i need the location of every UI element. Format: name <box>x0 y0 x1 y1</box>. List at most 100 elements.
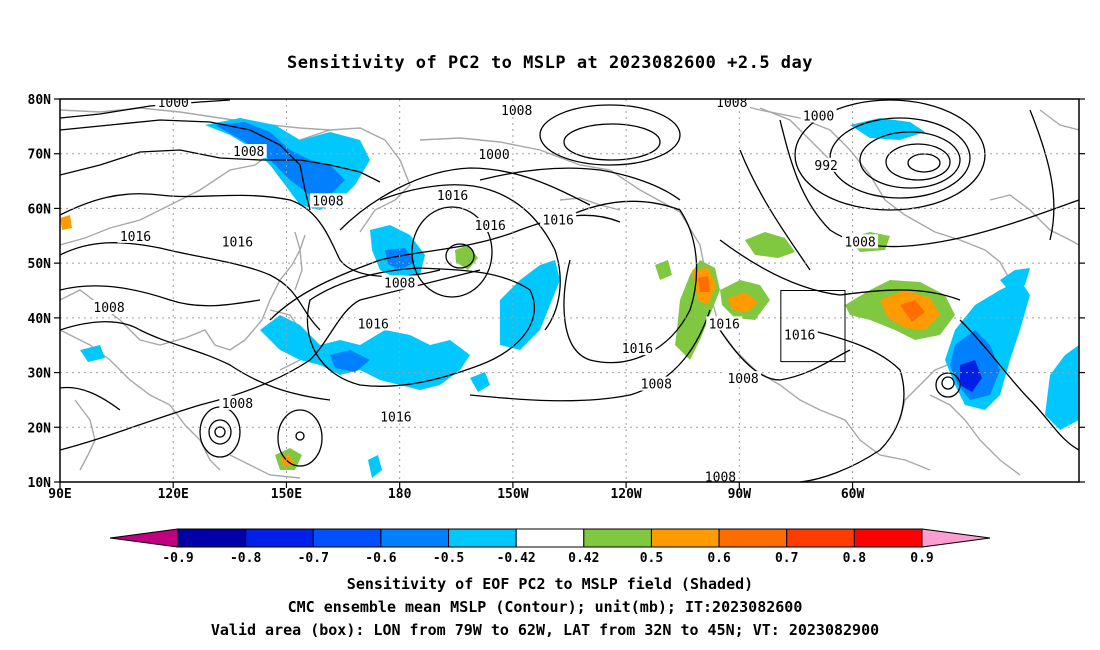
contour-label: 1008 <box>844 235 875 250</box>
longitude-labels: 90E 120E 150E 180 150W 120W 90W 60W <box>48 487 864 502</box>
contour-label-bg <box>230 144 267 159</box>
contour-label: 1008 <box>384 276 415 291</box>
map-frame <box>59 98 1080 483</box>
latitude-labels: 10N 20N 30N 40N 50N 60N 70N 80N <box>28 93 52 491</box>
colorbar: -0.9 -0.8 -0.7 -0.6 -0.5 -0.42 0.42 0.5 0.6 0.7 0.… <box>109 528 991 566</box>
colorbar-swatch <box>650 528 720 548</box>
colorbar-label: -0.9 <box>162 551 193 566</box>
contour-label: 1016 <box>222 235 253 250</box>
shade-positive <box>728 292 758 312</box>
lon-tick-label: 150W <box>497 487 528 502</box>
shade-negative <box>470 372 490 392</box>
contour-label-bg <box>472 217 509 232</box>
contour-label: 1008 <box>727 372 758 387</box>
contour-label-bg <box>713 99 750 109</box>
contour-label: 1016 <box>622 342 653 357</box>
lat-lon-grid <box>60 99 1079 482</box>
contour-label-bg <box>309 193 346 208</box>
lat-tick-label: 50N <box>28 257 52 272</box>
contour-label-bg <box>706 316 743 331</box>
contour-label: 1000 <box>478 148 509 163</box>
colorbar-label: -0.7 <box>298 551 329 566</box>
lat-tick-label: 60N <box>28 202 52 217</box>
colorbar-label: 0.7 <box>775 551 798 566</box>
contour-label-bg <box>12 382 48 396</box>
colorbar-end-low <box>109 528 179 548</box>
shade-negative <box>368 455 382 478</box>
colorbar-label: 0.6 <box>707 551 731 566</box>
contour-label: 1016 <box>120 230 151 245</box>
shade-negative <box>80 345 105 362</box>
colorbar-swatch <box>515 528 585 548</box>
axis-ticks <box>54 98 1085 488</box>
lon-tick-label: 150E <box>271 487 302 502</box>
colorbar-swatch <box>312 528 382 548</box>
lon-tick-label: 90W <box>728 487 752 502</box>
mslp-contours <box>60 99 1079 482</box>
colorbar-swatch <box>853 528 923 548</box>
lon-tick-label: 120W <box>610 487 641 502</box>
contour-label-bg <box>377 409 414 424</box>
contour-label-bg <box>219 234 256 249</box>
shade-positive <box>655 260 672 280</box>
contour-label-bg <box>781 327 818 342</box>
contour-label-bg <box>702 469 739 482</box>
contour-label-bg <box>117 228 154 243</box>
contour-label: 1016 <box>709 317 740 332</box>
colorbar-label: 0.5 <box>640 551 663 566</box>
contour-label-bg <box>434 187 471 202</box>
contour-label: 1016 <box>437 189 468 204</box>
contour-label: 1000 <box>158 96 189 111</box>
lat-tick-label: 80N <box>28 93 52 108</box>
contour-label-bg <box>842 234 879 249</box>
shade-negative <box>1045 345 1079 430</box>
contour-label: 1008 <box>641 378 672 393</box>
shade-positive <box>745 232 795 258</box>
contour-label: 1008 <box>705 471 736 486</box>
lon-tick-label: 60W <box>841 487 865 502</box>
coastlines <box>60 99 1079 479</box>
contour-labels: 1000 1008 1016 1016 1008 1008 1008 1016 1008 1016… <box>12 96 879 486</box>
shade-negative <box>330 350 370 372</box>
caption-line-3: Valid area (box): LON from 79W to 62W, L… <box>211 621 879 639</box>
shade-negative <box>385 248 415 270</box>
colorbar-swatch <box>583 528 652 548</box>
shade-negative <box>215 122 345 195</box>
lon-tick-label: 90E <box>48 487 71 502</box>
shade-negative <box>960 360 982 392</box>
contour-label-bg <box>498 103 535 118</box>
shade-negative <box>260 315 470 390</box>
map-panel: 1000 1008 1016 1016 1008 1008 1008 1016 1008 1016… <box>12 93 1085 502</box>
contour-label: 1016 <box>380 410 411 425</box>
contour-label-bg <box>91 300 128 315</box>
colorbar-label: -0.6 <box>365 551 396 566</box>
colorbar-label: -0.42 <box>497 551 536 566</box>
lon-tick-label: 120E <box>158 487 189 502</box>
shaded-sensitivity <box>60 118 1079 478</box>
colorbar-swatch <box>718 528 788 548</box>
contour-label: 1008 <box>716 96 747 111</box>
contour-label: 1016 <box>358 317 389 332</box>
contour-label: 1000 <box>803 110 834 125</box>
contour-label: 1016 <box>475 219 506 234</box>
contour-label-bg <box>725 371 762 386</box>
contour-label: 1008 <box>233 145 264 160</box>
shade-positive <box>900 300 925 322</box>
colorbar-label: 0.8 <box>843 551 867 566</box>
contour-label-bg <box>619 341 656 356</box>
caption-line-1: Sensitivity of EOF PC2 to MSLP field (Sh… <box>347 575 753 593</box>
colorbar-label: -0.8 <box>230 551 261 566</box>
colorbar-label: -0.5 <box>433 551 464 566</box>
contour-label: 1008 <box>222 397 253 412</box>
lon-tick-label: 180 <box>388 487 412 502</box>
contour-label: 1000 <box>14 383 45 398</box>
shade-negative <box>1000 268 1030 292</box>
colorbar-end-high <box>921 528 991 548</box>
contour-label: 1008 <box>312 194 343 209</box>
lat-tick-label: 30N <box>28 367 52 382</box>
colorbar-swatch <box>448 528 517 548</box>
shade-positive <box>698 276 710 292</box>
contour-label-bg <box>638 376 675 391</box>
colorbar-label: 0.9 <box>910 551 933 566</box>
contour-label-bg <box>355 316 392 331</box>
